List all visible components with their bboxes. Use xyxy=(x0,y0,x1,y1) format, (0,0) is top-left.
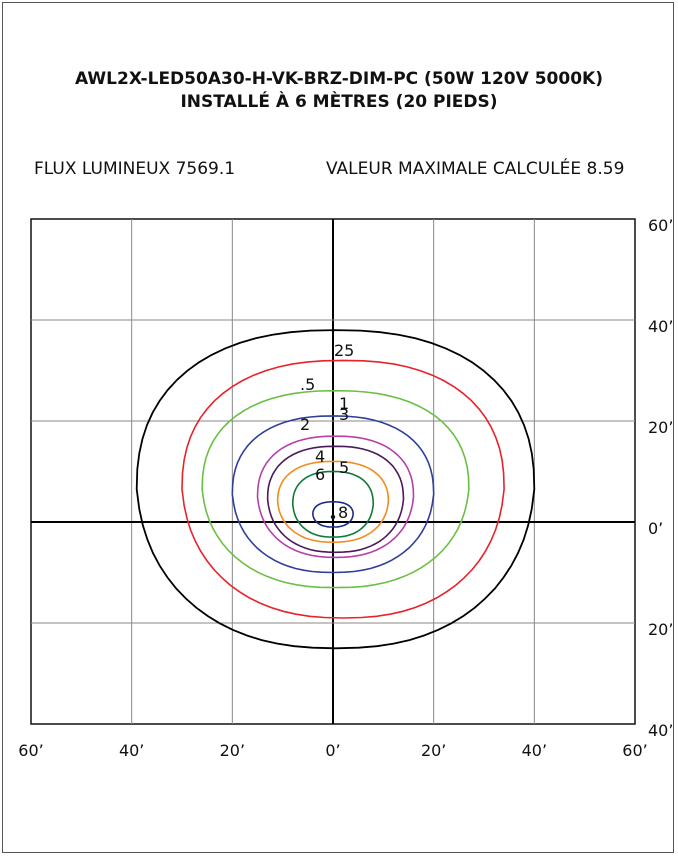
y-tick-label: 0’ xyxy=(648,519,663,538)
contour-line xyxy=(135,329,536,650)
flux-label: FLUX LUMINEUX 7569.1 xyxy=(34,159,236,179)
chart-title: AWL2X-LED50A30-H-VK-BRZ-DIM-PC (50W 120V… xyxy=(75,69,603,89)
y-tick-label: 60’ xyxy=(648,216,673,235)
contour-label: 4 xyxy=(315,447,325,466)
x-tick-label: 40’ xyxy=(522,741,547,760)
contour-line xyxy=(231,415,435,574)
x-tick-label: 20’ xyxy=(220,741,245,760)
contour-label: .5 xyxy=(300,375,315,394)
contour-label: 2 xyxy=(300,415,310,434)
y-tick-label: 20’ xyxy=(648,418,673,437)
x-tick-label: 60’ xyxy=(18,741,43,760)
chart-subtitle: INSTALLÉ À 6 MÈTRES (20 PIEDS) xyxy=(180,92,498,112)
contour-label: 8 xyxy=(338,503,348,522)
contour-line xyxy=(291,470,375,538)
x-tick-label: 40’ xyxy=(119,741,144,760)
max-value-label: VALEUR MAXIMALE CALCULÉE 8.59 xyxy=(326,159,625,179)
contour-label: 5 xyxy=(339,458,349,477)
x-tick-label: 20’ xyxy=(421,741,446,760)
contour-line xyxy=(201,389,470,589)
x-tick-label: 60’ xyxy=(622,741,647,760)
y-tick-label: 20’ xyxy=(648,620,673,639)
contour-line xyxy=(256,435,415,559)
max-point-marker xyxy=(330,514,336,520)
y-tick-label: 40’ xyxy=(648,721,673,740)
contour-label: 3 xyxy=(339,405,349,424)
contour-line xyxy=(181,359,505,619)
x-tick-label: 0’ xyxy=(325,741,340,760)
contour-label: 6 xyxy=(315,465,325,484)
y-tick-label: 40’ xyxy=(648,317,673,336)
contour-label: 25 xyxy=(334,341,354,360)
contour-line xyxy=(312,501,354,528)
contour-line xyxy=(276,460,390,544)
contour-label: 1 xyxy=(339,394,349,413)
contour-line xyxy=(266,445,405,554)
